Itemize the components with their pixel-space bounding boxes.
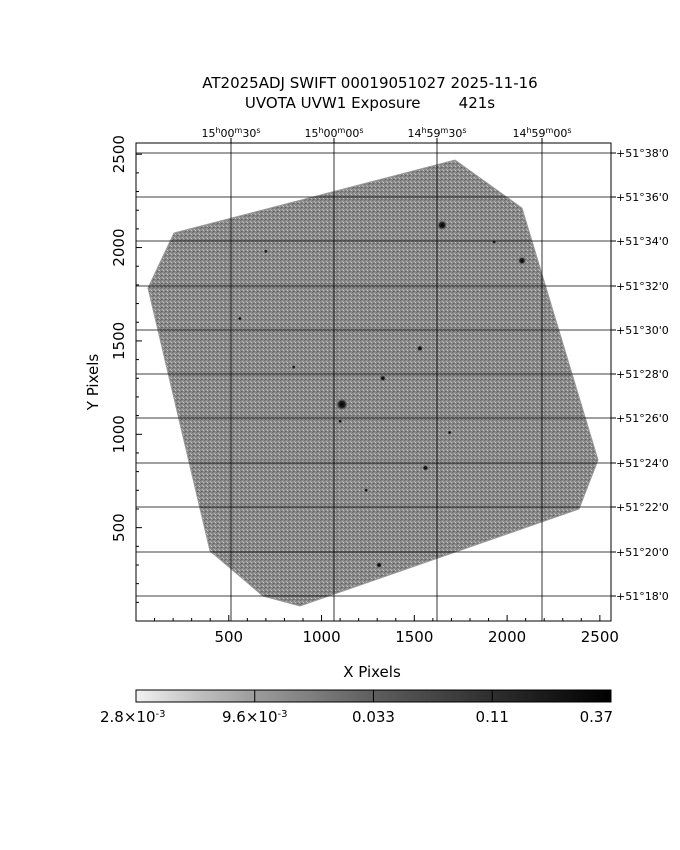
source-5	[416, 345, 423, 352]
source-10	[376, 561, 383, 568]
exposure-footprint	[147, 159, 599, 607]
y-axis-label: Y Pixels	[84, 354, 102, 412]
source-1	[437, 220, 448, 231]
colorbar-tick-label-1: 2.8×10-3	[100, 708, 166, 726]
source-11	[237, 316, 242, 321]
ra-tick-label-1: 15h00m30s	[201, 126, 260, 140]
source-3	[335, 398, 348, 411]
source-8	[492, 239, 497, 244]
dec-tick-label-5: +51°30'0	[616, 324, 669, 337]
source-6	[379, 375, 386, 382]
x-tick-label-5: 2500	[581, 628, 619, 646]
dec-tick-label-7: +51°26'0	[616, 412, 669, 425]
source-9	[364, 488, 369, 493]
plot-frame	[135, 142, 612, 622]
chart-title-line2: UVOTA UVW1 Exposure 421s	[244, 94, 496, 112]
coordinate-grid	[136, 143, 611, 621]
dec-tick-label-4: +51°32'0	[616, 280, 669, 293]
ra-tick-label-4: 14h59m00s	[512, 126, 571, 140]
colorbar-tick-label-3: 0.033	[352, 708, 395, 726]
x-tick-label-3: 1500	[395, 628, 433, 646]
y-tick-label-4: 2000	[110, 228, 128, 266]
colorbar-tick-label-5: 0.37	[580, 708, 613, 726]
source-4	[422, 464, 429, 471]
y-tick-label-5: 2500	[110, 135, 128, 173]
dec-tick-label-6: +51°28'0	[616, 368, 669, 381]
x-tick-label-4: 2000	[488, 628, 526, 646]
dec-tick-label-11: +51°18'0	[616, 590, 669, 603]
ra-axis: 15h00m30s 15h00m00s 14h59m30s 14h59m00s	[201, 126, 572, 143]
y-tick-label-1: 500	[110, 513, 128, 542]
y-tick-label-3: 1500	[110, 322, 128, 360]
dec-tick-label-9: +51°22'0	[616, 501, 669, 514]
x-tick-label-2: 1000	[302, 628, 340, 646]
ra-tick-label-3: 14h59m30s	[407, 126, 466, 140]
dec-tick-label-10: +51°20'0	[616, 546, 669, 559]
colorbar-ticks: 2.8×10-3 9.6×10-3 0.033 0.11 0.37	[100, 690, 613, 726]
chart-title-line1: AT2025ADJ SWIFT 00019051027 2025-11-16	[202, 74, 538, 92]
x-axis: 500 1000 1500 2000 2500	[154, 615, 619, 646]
colorbar-tick-label-2: 9.6×10-3	[222, 708, 288, 726]
dec-axis: +51°38'0 +51°36'0 +51°34'0 +51°32'0 +51°30'0…	[611, 147, 669, 603]
source-14	[291, 365, 296, 370]
source-layer	[237, 220, 526, 568]
y-tick-label-2: 1000	[110, 415, 128, 453]
dec-tick-label-2: +51°36'0	[616, 191, 669, 204]
y-axis: 500 1000 1500 2000 2500	[110, 135, 142, 603]
dec-tick-label-3: +51°34'0	[616, 235, 669, 248]
x-axis-label: X Pixels	[343, 663, 401, 681]
colorbar-tick-label-4: 0.11	[476, 708, 509, 726]
source-7	[263, 249, 268, 254]
source-12	[338, 419, 343, 424]
dec-tick-label-1: +51°38'0	[616, 147, 669, 160]
source-2	[517, 256, 526, 265]
x-tick-label-1: 500	[214, 628, 243, 646]
ra-tick-label-2: 15h00m00s	[304, 126, 363, 140]
source-13	[447, 430, 452, 435]
dec-tick-label-8: +51°24'0	[616, 457, 669, 470]
